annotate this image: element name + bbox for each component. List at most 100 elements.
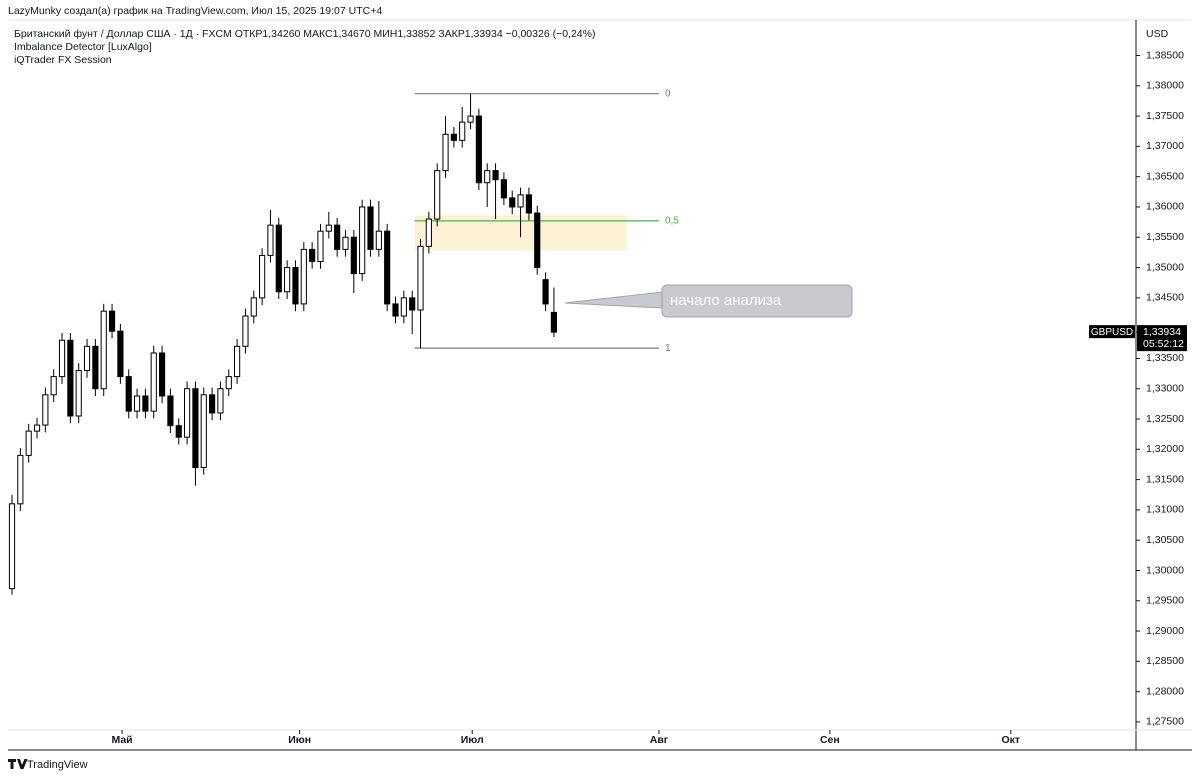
candle-body <box>350 236 357 275</box>
candle-body <box>42 394 49 426</box>
candle-body <box>250 297 257 317</box>
chart-title: LazyMunky создал(а) график на TradingVie… <box>8 5 382 17</box>
y-tick-label: 1,28500 <box>1146 655 1184 667</box>
y-tick-label: 1,30000 <box>1146 564 1184 576</box>
y-tick-label: 1,29500 <box>1146 595 1184 607</box>
indicator-name: iQTrader FX Session <box>14 54 112 66</box>
fib-label: 1 <box>665 343 671 354</box>
candle-body <box>409 297 416 311</box>
y-tick-label: 1,37000 <box>1146 140 1184 152</box>
candle-body <box>542 279 549 305</box>
candle-body <box>17 454 24 505</box>
y-tick-label: 1,36500 <box>1146 170 1184 182</box>
y-tick-label: 1,34500 <box>1146 292 1184 304</box>
candle-body <box>425 218 432 247</box>
candle-body <box>192 388 199 468</box>
x-tick-label: Сен <box>820 734 840 746</box>
candle-body <box>267 224 274 256</box>
candle-body <box>359 206 366 275</box>
candle-body <box>100 310 107 390</box>
candle-body <box>492 170 499 181</box>
candle-body <box>400 297 407 317</box>
candle-body <box>292 267 299 305</box>
candle-body <box>142 395 149 412</box>
x-tick-label: Авг <box>650 734 669 746</box>
candle-body <box>25 430 32 456</box>
candle-body <box>392 303 399 317</box>
candle-body <box>217 388 224 414</box>
candle-body <box>309 248 316 262</box>
candle-body <box>417 245 424 311</box>
symbol-label: GBPUSD <box>1091 327 1133 338</box>
candle-body <box>50 376 57 396</box>
candle-body <box>83 345 91 372</box>
candle-body <box>58 339 66 378</box>
symbol-line: Британский фунт / Доллар США · 1Д · FXCM… <box>14 28 595 40</box>
y-tick-label: 1,32500 <box>1146 413 1184 425</box>
candle-body <box>375 230 382 250</box>
candle-body <box>384 230 391 305</box>
y-tick-label: 1,35000 <box>1146 261 1184 273</box>
candle-body <box>525 194 532 214</box>
y-tick-label: 1,36000 <box>1146 201 1184 213</box>
x-tick-label: Июл <box>461 734 484 746</box>
last-price-label: 1,33934 <box>1143 326 1181 338</box>
y-tick-label: 1,38500 <box>1146 49 1184 61</box>
candle-body <box>33 424 41 432</box>
symbol-badge <box>1089 325 1135 339</box>
candle-body <box>108 310 116 332</box>
x-tick-label: Май <box>111 734 132 746</box>
candle-body <box>8 503 16 590</box>
candle-body <box>334 224 341 250</box>
candle-body <box>158 352 166 397</box>
candle-body <box>317 230 324 262</box>
y-tick-label: 1,33500 <box>1146 352 1184 364</box>
candle-body <box>175 425 182 438</box>
candle-body <box>133 395 141 412</box>
candle-body <box>67 339 74 417</box>
candle-body <box>534 212 541 269</box>
candle-body <box>234 345 241 378</box>
currency-label: USD <box>1146 28 1169 40</box>
candle-body <box>484 170 491 184</box>
candle-body <box>509 197 516 208</box>
candle-body <box>325 224 332 232</box>
callout-box <box>661 284 853 318</box>
candle-body <box>150 352 157 412</box>
candle-body <box>225 376 232 390</box>
y-tick-label: 1,32000 <box>1146 443 1184 455</box>
candle-body <box>183 388 191 438</box>
y-tick-label: 1,31500 <box>1146 473 1184 485</box>
candle-body <box>75 370 82 417</box>
y-tick-label: 1,30500 <box>1146 534 1184 546</box>
candle-body <box>167 395 174 427</box>
candle-body <box>275 224 282 293</box>
candle-body <box>550 311 557 333</box>
indicator-name: Imbalance Detector [LuxAlgo] <box>14 41 152 53</box>
annotation-callout: начало анализа <box>564 284 853 318</box>
x-tick-label: Июн <box>288 734 311 746</box>
callout-text: начало анализа <box>670 292 782 309</box>
brand-name: TradingView <box>27 759 88 771</box>
y-tick-label: 1,37500 <box>1146 110 1184 122</box>
last-price-badge <box>1137 325 1187 352</box>
candle-body <box>434 170 441 220</box>
candle-body <box>125 376 132 412</box>
candle-body <box>284 267 291 293</box>
candle-body <box>300 248 307 305</box>
fib-label: 0,5 <box>665 216 679 227</box>
candle-body <box>117 330 124 378</box>
y-tick-label: 1,28000 <box>1146 685 1184 697</box>
candle-body <box>475 115 482 184</box>
candle-body <box>467 115 474 123</box>
fib-label: 0 <box>665 88 671 99</box>
candle-body <box>342 236 349 250</box>
candle-body <box>209 394 216 414</box>
candle-body <box>517 194 524 208</box>
y-tick-label: 1,33000 <box>1146 383 1184 395</box>
countdown-label: 05:52:12 <box>1143 338 1184 350</box>
brand-logo <box>8 759 28 769</box>
